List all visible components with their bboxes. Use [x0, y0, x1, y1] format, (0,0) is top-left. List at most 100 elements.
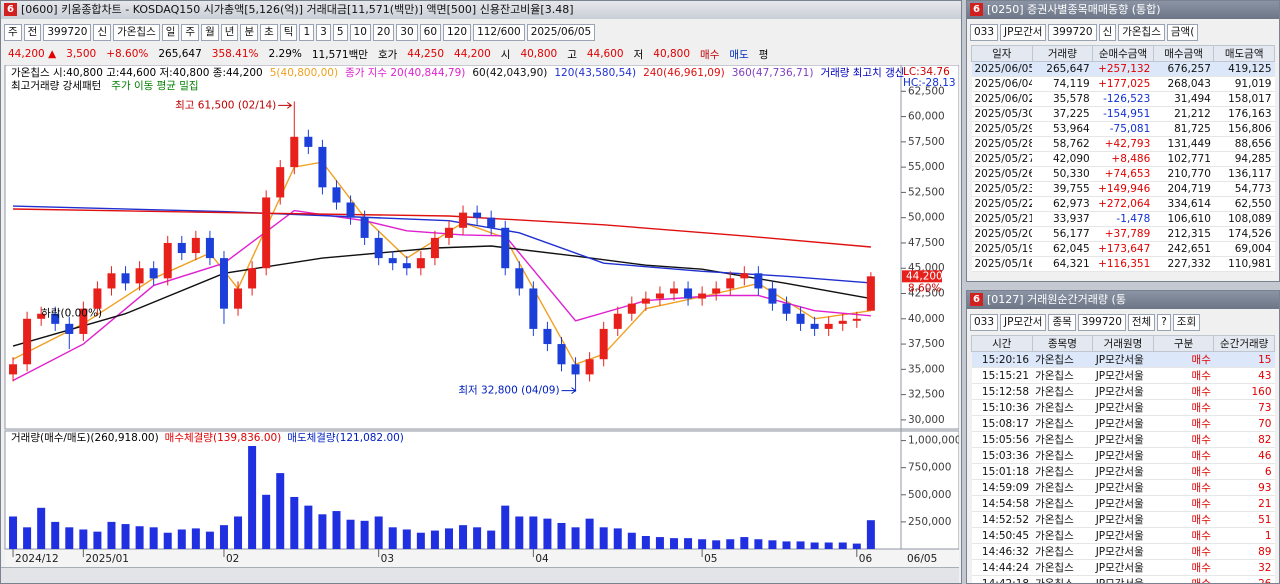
candle-body: [782, 303, 791, 314]
table-row: 2025/05/16 64,321 +116,351 227,332 110,981: [971, 256, 1275, 272]
toolbar-item[interactable]: 20: [372, 23, 395, 41]
table-cell: JP모간서울: [1092, 527, 1154, 544]
table-cell: JP모간서울: [1092, 399, 1154, 416]
toolbar-item[interactable]: 1: [299, 23, 315, 41]
hc-label: HC:-28.13: [903, 77, 956, 89]
table-cell: JP모간서울: [1092, 559, 1154, 576]
table-row: 14:46:32 가온칩스 JP모간서울 매수 89: [971, 543, 1275, 560]
table-cell: 31,494: [1153, 91, 1214, 107]
table-cell: 2025/05/27: [971, 151, 1033, 167]
toolbar-item[interactable]: 신: [93, 23, 112, 41]
table-cell: 가온칩스: [1032, 479, 1093, 496]
toolbar-item[interactable]: 112/600: [473, 23, 525, 41]
volume-bar: [121, 524, 130, 549]
scrollbar[interactable]: [1, 567, 959, 583]
toolbar-item[interactable]: 399720: [43, 23, 92, 41]
toolbar-item[interactable]: 399720: [1048, 23, 1097, 41]
volume-bar: [641, 535, 650, 549]
toolbar-item[interactable]: 2025/06/05: [526, 23, 596, 41]
toolbar-item[interactable]: 전체: [1127, 313, 1156, 331]
table-cell: 15:15:21: [971, 367, 1033, 384]
table-cell: 가온칩스: [1032, 463, 1093, 480]
y-tick-label: 60,000: [908, 111, 945, 123]
candle-body: [388, 258, 397, 264]
toolbar-item[interactable]: 틱: [279, 23, 298, 41]
toolbar-item[interactable]: JP모간서: [1000, 23, 1047, 41]
toolbar-item[interactable]: 가온칩스: [113, 23, 160, 41]
toolbar-item[interactable]: 399720: [1077, 313, 1126, 331]
table-cell: 210,770: [1153, 166, 1214, 182]
window-badge: 6: [970, 3, 983, 16]
table-cell: 81,725: [1153, 121, 1214, 137]
toolbar-item[interactable]: 분: [240, 23, 259, 41]
toolbar-item[interactable]: 년: [220, 23, 239, 41]
y-tick-label: 50,000: [908, 212, 945, 224]
table-cell: 2025/05/29: [971, 121, 1033, 137]
table-cell: 74,119: [1032, 76, 1093, 92]
candle-body: [219, 258, 228, 309]
table-cell: JP모간서울: [1092, 511, 1154, 528]
table-row: 14:44:24 가온칩스 JP모간서울 매수 32: [971, 559, 1275, 576]
title-bar: 6 [0600] 키움종합차트 - KOSDAQ150 시가총액[5,126(억)…: [1, 1, 961, 19]
toolbar-item[interactable]: 가온칩스: [1118, 23, 1165, 41]
table-cell: 419,125: [1213, 61, 1275, 77]
toolbar-item[interactable]: 전: [23, 23, 42, 41]
quote-field: 매도: [729, 48, 749, 61]
toolbar-item[interactable]: 120: [443, 23, 472, 41]
toolbar-item[interactable]: 금액(: [1166, 23, 1199, 41]
y-tick-label: 35,000: [908, 363, 945, 375]
toolbar-item[interactable]: 033: [970, 313, 999, 331]
toolbar-item[interactable]: 033: [970, 23, 999, 41]
toolbar-item[interactable]: 60: [419, 23, 442, 41]
toolbar-item[interactable]: 30: [396, 23, 418, 41]
pattern-label: 주가 이동 평균 밀집: [111, 80, 198, 92]
toolbar-item[interactable]: 월: [201, 23, 219, 41]
volume-bar: [557, 522, 566, 549]
table-cell: 88,656: [1213, 136, 1275, 152]
volume-bar: [599, 527, 608, 549]
table-cell: 227,332: [1153, 256, 1214, 272]
candle-body: [613, 313, 622, 329]
legend-entry: 120(43,580,54): [554, 67, 636, 79]
table-cell: 160: [1213, 383, 1275, 400]
quote-field: 시: [500, 48, 511, 61]
chart: 30,00032,50035,00037,50040,00042,50045,0…: [4, 65, 959, 567]
table-cell: 15:10:36: [971, 399, 1033, 416]
toolbar-item[interactable]: 주: [4, 23, 22, 41]
toolbar-item[interactable]: 일: [161, 23, 180, 41]
table-cell: 50,330: [1032, 166, 1093, 182]
volume-panel: [4, 430, 959, 550]
table-cell: 가온칩스: [1032, 351, 1093, 368]
table-cell: -75,081: [1092, 121, 1154, 137]
volume-bar: [768, 540, 777, 549]
quote-field: 11,571백만: [311, 48, 368, 61]
table-cell: 265,647: [1032, 61, 1093, 77]
candle-body: [444, 227, 453, 238]
table-cell: 매수: [1153, 447, 1214, 464]
toolbar-item[interactable]: 3: [316, 23, 331, 41]
toolbar-item[interactable]: 초: [260, 23, 278, 41]
table-cell: 2025/05/26: [971, 166, 1033, 182]
toolbar-item[interactable]: 주: [181, 23, 200, 41]
column-header: 종목명: [1031, 335, 1094, 352]
toolbar-item[interactable]: ?: [1157, 313, 1171, 331]
volume-bar: [290, 496, 299, 549]
quote-field: +8.60%: [106, 48, 149, 60]
toolbar-item[interactable]: 종목: [1048, 313, 1076, 331]
toolbar-item[interactable]: 10: [349, 23, 371, 41]
toolbar-item[interactable]: JP모간서: [1000, 313, 1047, 331]
toolbar-item[interactable]: 5: [332, 23, 348, 41]
table-cell: 2025/05/23: [971, 181, 1033, 197]
y-tick-label: 47,500: [908, 237, 945, 249]
toolbar-item[interactable]: 조회: [1172, 313, 1201, 331]
quote-field: 44,200 ▲: [8, 48, 57, 60]
table-cell: 가온칩스: [1032, 367, 1093, 384]
candle-body: [599, 328, 608, 360]
candle-body: [726, 278, 735, 289]
toolbar-item[interactable]: 신: [1098, 23, 1117, 41]
candle-body: [459, 212, 468, 228]
table-cell: 176,163: [1213, 106, 1275, 122]
column-header: 거래량: [1031, 45, 1094, 62]
table-cell: JP모간서울: [1092, 447, 1154, 464]
legend-entry: 매도체결량(121,082.00): [287, 432, 404, 444]
